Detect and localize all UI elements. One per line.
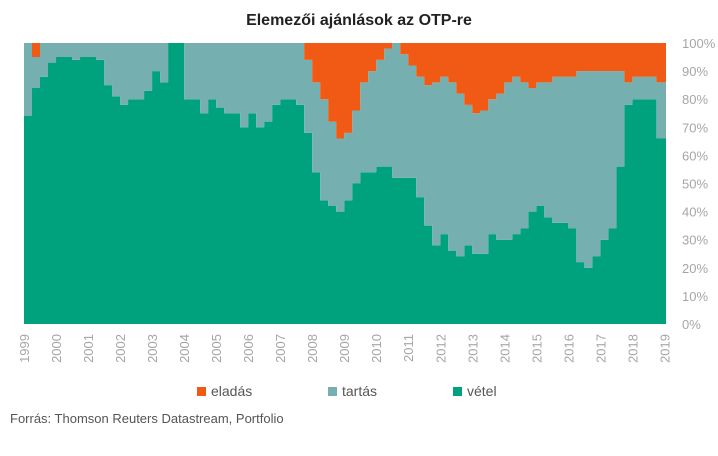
legend-label-vétel: vétel: [467, 383, 497, 399]
x-tick-label: 2017: [593, 334, 608, 363]
x-tick-label: 2006: [241, 334, 256, 363]
x-tick-label: 2004: [177, 334, 192, 363]
legend-swatch-tartás: [328, 387, 337, 396]
y-tick-label: 90%: [682, 64, 708, 79]
x-tick-label: 2002: [113, 334, 128, 363]
x-tick-label: 2011: [401, 334, 416, 362]
legend-label-tartás: tartás: [342, 383, 377, 399]
area-tartás: [24, 43, 666, 268]
x-axis-ticks: 1999 2000 2001 2002 2003 2004 2005 2006 2007 2008…: [17, 334, 672, 363]
x-tick-label: 2003: [145, 334, 160, 363]
x-tick-label: 2009: [337, 334, 352, 363]
x-tick-label: 2005: [209, 334, 224, 363]
x-tick-label: 2013: [465, 334, 480, 363]
area-eladás: [24, 43, 666, 139]
y-tick-label: 0%: [682, 317, 701, 332]
y-tick-label: 50%: [682, 177, 708, 192]
legend-swatch-vétel: [453, 387, 462, 396]
x-tick-label: 2019: [657, 334, 672, 363]
y-tick-label: 40%: [682, 205, 708, 220]
source-note: Forrás: Thomson Reuters Datastream, Port…: [10, 411, 284, 426]
y-tick-label: 20%: [682, 261, 708, 276]
y-tick-label: 60%: [682, 148, 708, 163]
y-tick-label: 70%: [682, 120, 708, 135]
x-tick-label: 2007: [273, 334, 288, 363]
x-tick-label: 2016: [561, 334, 576, 363]
y-tick-label: 100%: [682, 36, 716, 51]
y-tick-label: 30%: [682, 233, 708, 248]
legend: eladás tartás vétel: [197, 383, 497, 399]
x-tick-label: 2014: [497, 334, 512, 363]
area-vétel: [24, 43, 666, 324]
x-tick-label: 2001: [81, 334, 96, 363]
plot-areas: [24, 43, 666, 324]
x-tick-label: 2015: [529, 334, 544, 363]
x-tick-label: 1999: [17, 334, 32, 363]
legend-label-eladás: eladás: [211, 383, 252, 399]
x-tick-label: 2012: [433, 334, 448, 363]
chart-title: Elemezői ajánlások az OTP-re: [246, 12, 472, 29]
x-tick-label: 2010: [369, 334, 384, 363]
y-tick-label: 80%: [682, 92, 708, 107]
x-tick-label: 2000: [49, 334, 64, 363]
x-tick-label: 2008: [305, 334, 320, 363]
y-tick-label: 10%: [682, 289, 708, 304]
y-axis-ticks: 0% 10% 20% 30% 40% 50% 60% 70% 80% 90% 100%: [682, 36, 716, 332]
legend-swatch-eladás: [197, 387, 206, 396]
x-tick-label: 2018: [625, 334, 640, 363]
